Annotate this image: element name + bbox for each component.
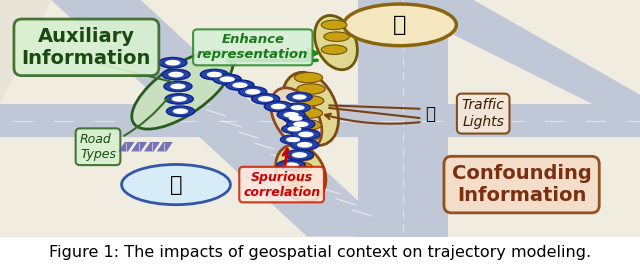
Ellipse shape bbox=[276, 144, 326, 201]
Circle shape bbox=[293, 121, 308, 127]
Circle shape bbox=[164, 81, 192, 92]
Text: Figure 1: The impacts of geospatial context on trajectory modeling.: Figure 1: The impacts of geospatial cont… bbox=[49, 245, 591, 260]
Circle shape bbox=[294, 72, 323, 83]
Polygon shape bbox=[384, 0, 640, 128]
Circle shape bbox=[282, 124, 307, 134]
Polygon shape bbox=[307, 137, 358, 237]
Circle shape bbox=[287, 92, 312, 102]
Circle shape bbox=[220, 76, 235, 82]
Circle shape bbox=[288, 152, 314, 161]
Circle shape bbox=[298, 132, 314, 137]
Circle shape bbox=[324, 32, 349, 41]
Circle shape bbox=[287, 119, 315, 129]
Polygon shape bbox=[0, 0, 358, 104]
Polygon shape bbox=[144, 142, 160, 152]
Circle shape bbox=[297, 84, 325, 94]
Ellipse shape bbox=[315, 16, 357, 70]
Circle shape bbox=[280, 135, 306, 144]
Polygon shape bbox=[358, 0, 448, 237]
Circle shape bbox=[207, 72, 222, 77]
Polygon shape bbox=[358, 137, 448, 237]
Text: Spurious
correlation: Spurious correlation bbox=[243, 171, 320, 199]
Circle shape bbox=[296, 95, 324, 106]
Circle shape bbox=[239, 86, 267, 97]
Circle shape bbox=[292, 94, 307, 100]
Text: 🚦: 🚦 bbox=[425, 105, 435, 123]
Circle shape bbox=[289, 116, 303, 121]
Circle shape bbox=[277, 160, 305, 170]
Polygon shape bbox=[157, 142, 173, 152]
Text: Confounding
Information: Confounding Information bbox=[452, 164, 591, 205]
Polygon shape bbox=[0, 137, 358, 237]
Circle shape bbox=[287, 162, 312, 172]
Text: 🚶: 🚶 bbox=[170, 175, 182, 194]
Circle shape bbox=[245, 89, 260, 95]
Circle shape bbox=[252, 94, 280, 104]
Text: 🚗: 🚗 bbox=[394, 15, 406, 35]
Circle shape bbox=[283, 114, 308, 123]
Circle shape bbox=[122, 165, 230, 205]
Circle shape bbox=[286, 137, 300, 142]
Circle shape bbox=[292, 152, 307, 158]
Circle shape bbox=[285, 103, 310, 112]
Polygon shape bbox=[0, 0, 640, 237]
Text: Road
Types: Road Types bbox=[80, 133, 116, 161]
Polygon shape bbox=[51, 0, 397, 237]
Circle shape bbox=[321, 20, 347, 30]
Circle shape bbox=[285, 173, 310, 183]
Circle shape bbox=[291, 105, 305, 110]
Polygon shape bbox=[141, 0, 358, 104]
Circle shape bbox=[172, 96, 187, 102]
Circle shape bbox=[200, 69, 228, 80]
Circle shape bbox=[283, 185, 308, 194]
Circle shape bbox=[226, 80, 254, 90]
Circle shape bbox=[284, 162, 299, 168]
Circle shape bbox=[168, 72, 184, 77]
Circle shape bbox=[344, 4, 456, 46]
Circle shape bbox=[264, 101, 292, 112]
Circle shape bbox=[293, 120, 321, 130]
Ellipse shape bbox=[132, 51, 233, 129]
Circle shape bbox=[284, 112, 299, 118]
Circle shape bbox=[165, 60, 180, 66]
Polygon shape bbox=[118, 142, 134, 152]
Ellipse shape bbox=[271, 88, 322, 149]
Circle shape bbox=[173, 108, 188, 114]
Circle shape bbox=[162, 69, 190, 80]
Circle shape bbox=[271, 104, 286, 109]
Circle shape bbox=[232, 82, 248, 88]
Text: Auxiliary
Information: Auxiliary Information bbox=[22, 27, 151, 68]
Circle shape bbox=[321, 45, 347, 54]
Circle shape bbox=[287, 126, 301, 132]
Circle shape bbox=[291, 140, 319, 150]
Circle shape bbox=[170, 84, 186, 89]
Circle shape bbox=[294, 108, 323, 118]
Polygon shape bbox=[384, 0, 538, 104]
Polygon shape bbox=[0, 104, 640, 137]
Circle shape bbox=[258, 96, 273, 102]
Text: Traffic
Lights: Traffic Lights bbox=[462, 98, 504, 129]
Circle shape bbox=[285, 150, 314, 160]
Circle shape bbox=[292, 129, 320, 140]
Polygon shape bbox=[474, 0, 640, 104]
Polygon shape bbox=[131, 142, 147, 152]
Circle shape bbox=[213, 74, 241, 85]
Circle shape bbox=[297, 142, 312, 148]
Circle shape bbox=[291, 132, 319, 142]
Circle shape bbox=[165, 94, 193, 104]
Ellipse shape bbox=[282, 72, 339, 146]
Circle shape bbox=[159, 57, 187, 68]
Circle shape bbox=[166, 106, 195, 116]
Text: Enhance
representation: Enhance representation bbox=[197, 33, 308, 61]
Circle shape bbox=[277, 110, 305, 120]
Polygon shape bbox=[448, 137, 640, 237]
